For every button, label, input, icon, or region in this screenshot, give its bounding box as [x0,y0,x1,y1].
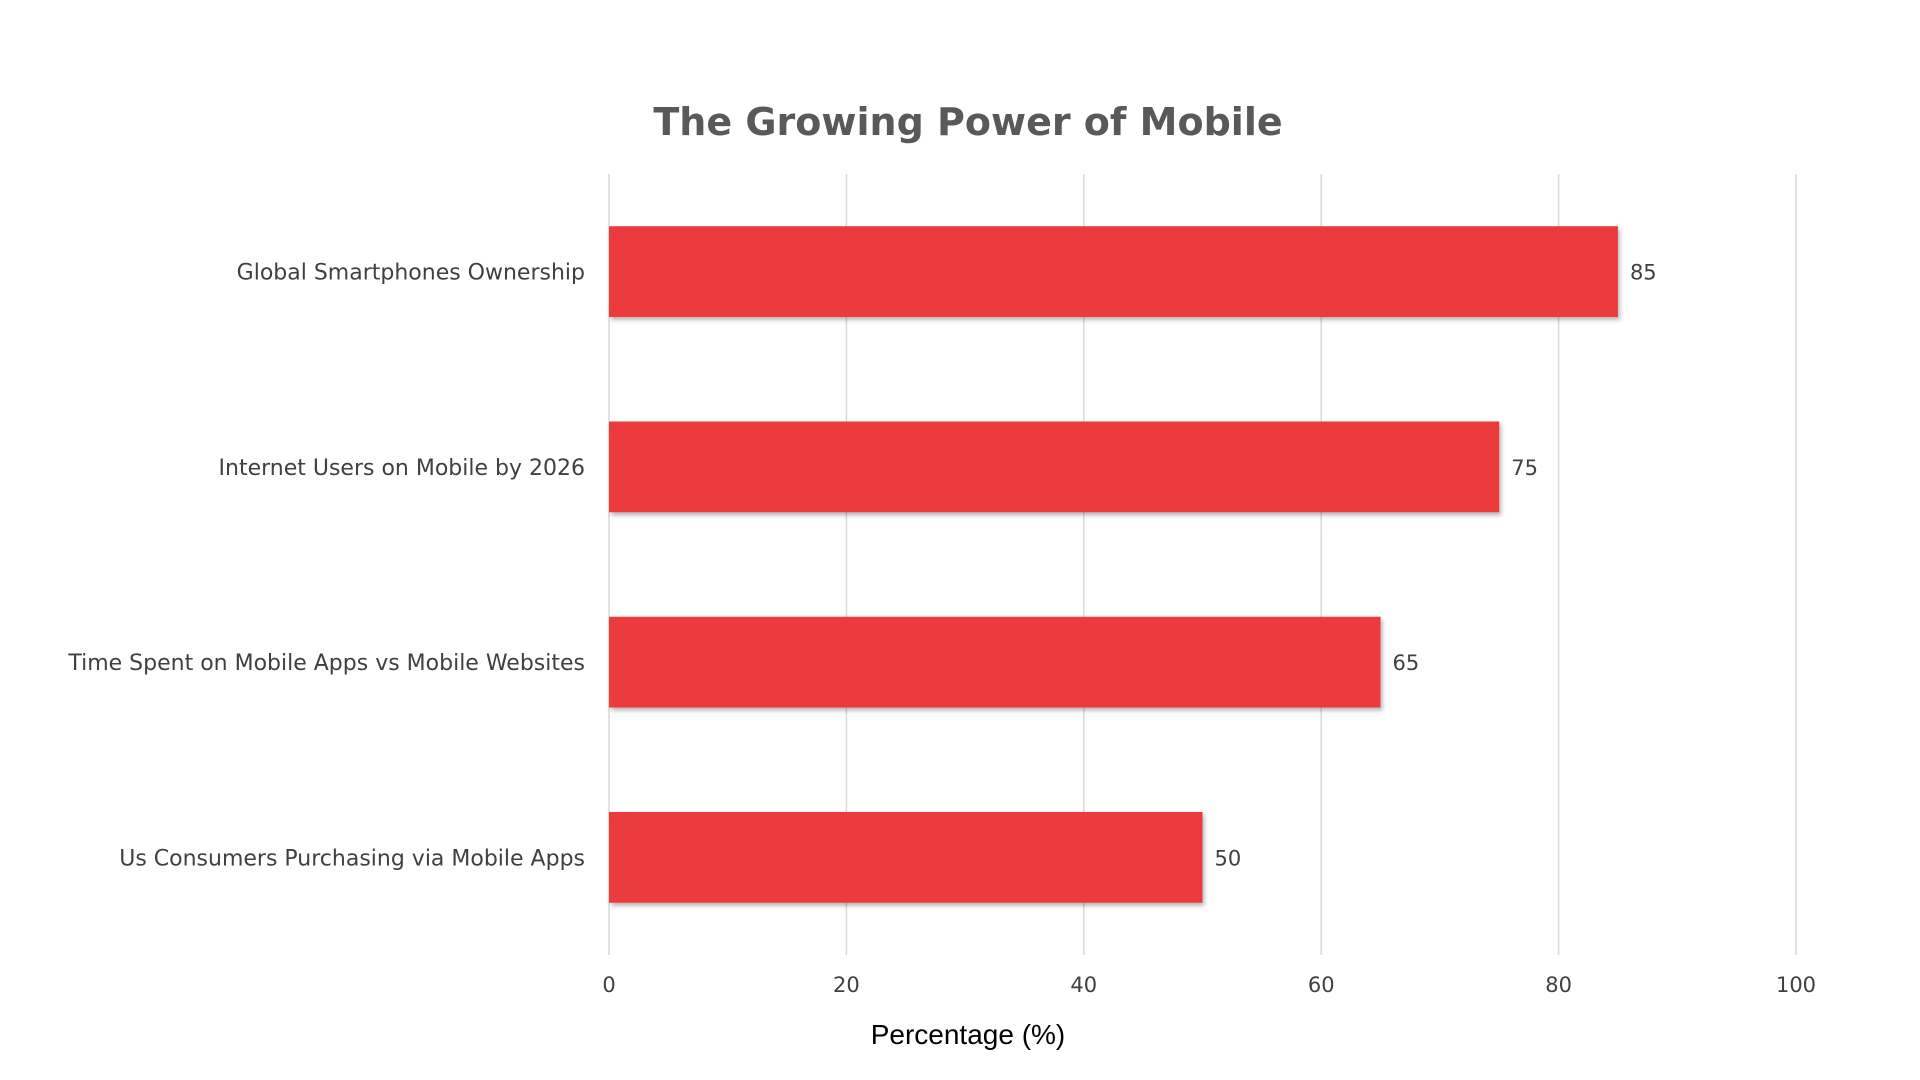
x-tick-label: 20 [833,973,860,997]
category-labels: Global Smartphones Ownership Internet Use… [67,261,585,872]
x-tick-label: 60 [1308,973,1335,997]
x-tick-label: 100 [1776,973,1816,997]
bars [609,226,1618,903]
data-label: 75 [1511,456,1538,480]
category-label: Time Spent on Mobile Apps vs Mobile Webs… [67,651,585,676]
category-label: Us Consumers Purchasing via Mobile Apps [119,846,585,871]
data-labels: 85 75 65 50 [1215,261,1657,871]
data-label: 85 [1630,261,1657,285]
data-label: 50 [1215,846,1242,870]
x-tick-labels: 0 20 40 60 80 100 [602,973,1816,997]
category-label: Global Smartphones Ownership [237,261,585,286]
category-label: Internet Users on Mobile by 2026 [219,456,585,481]
data-label: 65 [1393,651,1420,675]
bar [609,226,1618,318]
bar [609,616,1381,708]
bar [609,811,1203,903]
x-axis-title: Percentage (%) [871,1019,1066,1050]
bar [609,421,1500,513]
x-tick-label: 40 [1070,973,1097,997]
x-tick-label: 0 [602,973,615,997]
chart-title: The Growing Power of Mobile [653,100,1282,144]
x-tick-label: 80 [1545,973,1572,997]
